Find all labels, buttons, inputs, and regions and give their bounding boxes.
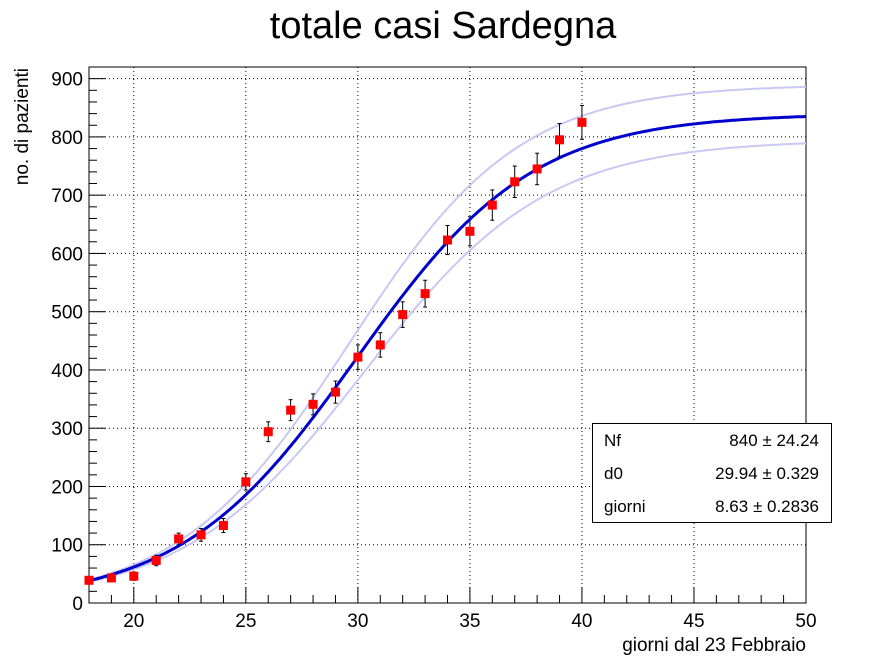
data-point <box>308 399 318 409</box>
data-point <box>577 117 587 127</box>
data-point <box>398 310 408 320</box>
stats-name-nf: Nf <box>604 431 621 450</box>
x-tick-label: 45 <box>683 611 704 632</box>
x-tick-label: 30 <box>347 611 368 632</box>
data-point <box>196 530 206 540</box>
y-tick-label: 500 <box>51 303 83 324</box>
x-tick-label: 50 <box>795 611 816 632</box>
data-point <box>106 573 116 583</box>
x-tick-label: 40 <box>571 611 592 632</box>
data-point <box>241 477 251 487</box>
y-tick-label: 0 <box>72 594 83 615</box>
data-point <box>532 164 542 174</box>
stats-row-d0: d0 29.94 ± 0.329 <box>593 457 831 490</box>
confidence-band-upper <box>88 85 806 581</box>
stats-value-d0: 29.94 ± 0.329 <box>715 464 819 483</box>
stats-name-giorni: giorni <box>604 497 646 516</box>
y-tick-label: 700 <box>51 186 83 207</box>
data-point <box>151 555 161 565</box>
y-tick-label: 900 <box>51 70 83 91</box>
data-point <box>84 575 94 585</box>
y-tick-label: 800 <box>51 128 83 149</box>
x-tick-label: 35 <box>459 611 480 632</box>
data-point <box>286 405 296 415</box>
stats-row-nf: Nf 840 ± 24.24 <box>593 424 831 457</box>
data-point <box>174 534 184 544</box>
y-tick-label: 600 <box>51 244 83 265</box>
x-tick-label: 20 <box>123 611 144 632</box>
x-axis-label: giorni dal 23 Febbraio <box>622 635 806 656</box>
stats-row-giorni: giorni 8.63 ± 0.2836 <box>593 490 831 523</box>
stats-name-d0: d0 <box>604 464 623 483</box>
data-point <box>487 200 497 210</box>
data-point <box>420 289 430 299</box>
data-point <box>510 177 520 187</box>
data-point <box>555 135 565 145</box>
data-point <box>353 352 363 362</box>
data-point <box>465 226 475 236</box>
y-tick-label: 400 <box>51 361 83 382</box>
stats-value-giorni: 8.63 ± 0.2836 <box>715 497 819 516</box>
confidence-band-lower <box>88 142 806 583</box>
chart-title: totale casi Sardegna <box>270 5 617 47</box>
stats-value-nf: 840 ± 24.24 <box>729 431 819 450</box>
plot-area: 20 25 30 35 40 45 5001002003004005006007008009… <box>51 66 817 632</box>
y-axis-label: no. di pazienti <box>12 68 33 185</box>
data-point <box>330 387 340 397</box>
data-point <box>263 427 273 437</box>
x-tick-label: 25 <box>235 611 256 632</box>
fit-stats-box: Nf 840 ± 24.24 d0 29.94 ± 0.329 giorni 8… <box>592 423 832 523</box>
y-tick-label: 300 <box>51 419 83 440</box>
data-point <box>443 235 452 245</box>
data-point <box>375 340 385 350</box>
y-tick-label: 100 <box>51 536 83 557</box>
data-point <box>129 571 139 581</box>
y-tick-label: 200 <box>51 477 83 498</box>
data-point <box>218 521 228 531</box>
